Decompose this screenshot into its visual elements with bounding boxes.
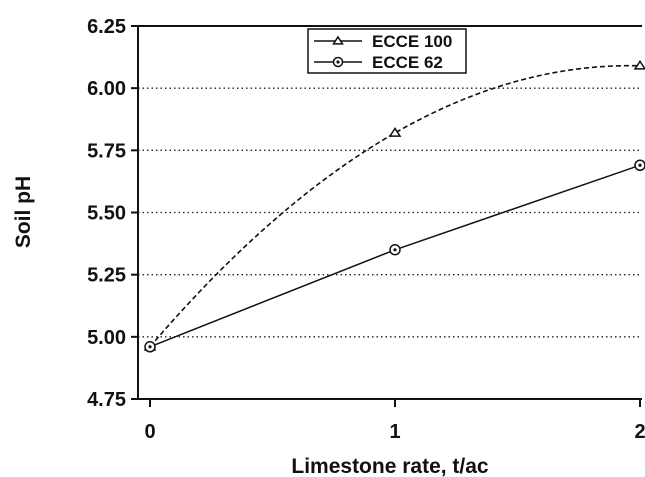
y-tick-label: 5.50 (87, 203, 126, 225)
y-tick-label: 4.75 (87, 389, 126, 411)
data-point-triangle (388, 127, 402, 137)
gridlines (138, 87, 642, 338)
x-tick-labels: 0 1 2 (144, 421, 645, 443)
series (143, 59, 645, 353)
data-point-circle (144, 341, 156, 353)
axes (131, 25, 642, 407)
y-tick-labels: 4.75 5.00 5.25 5.50 5.75 6.00 6.25 (87, 16, 126, 411)
data-point-circle (389, 244, 401, 256)
y-tick-label: 6.25 (87, 16, 126, 38)
y-tick-label: 6.00 (87, 78, 126, 100)
x-tick-label: 1 (389, 421, 400, 443)
y-tick-label: 5.00 (87, 327, 126, 349)
y-tick-label: 5.75 (87, 140, 126, 162)
x-axis-title: Limestone rate, t/ac (291, 455, 489, 477)
data-point-triangle (633, 59, 645, 70)
data-point-circle (634, 159, 645, 172)
legend-entry: ECCE 62 (314, 53, 443, 72)
legend-marker-triangle (332, 35, 344, 45)
series-line-0 (149, 64, 641, 348)
legend-marker-circle (332, 56, 344, 68)
legend-label: ECCE 62 (372, 53, 443, 72)
y-axis-title: Soil pH (12, 176, 35, 248)
x-tick-label: 2 (634, 421, 645, 443)
legend-entry: ECCE 100 (314, 32, 452, 51)
x-tick-label: 0 (144, 421, 155, 443)
y-tick-label: 5.25 (87, 265, 126, 287)
legend-label: ECCE 100 (372, 32, 452, 51)
legend: ECCE 100 ECCE 62 (307, 28, 467, 74)
series-line-1 (149, 164, 641, 348)
